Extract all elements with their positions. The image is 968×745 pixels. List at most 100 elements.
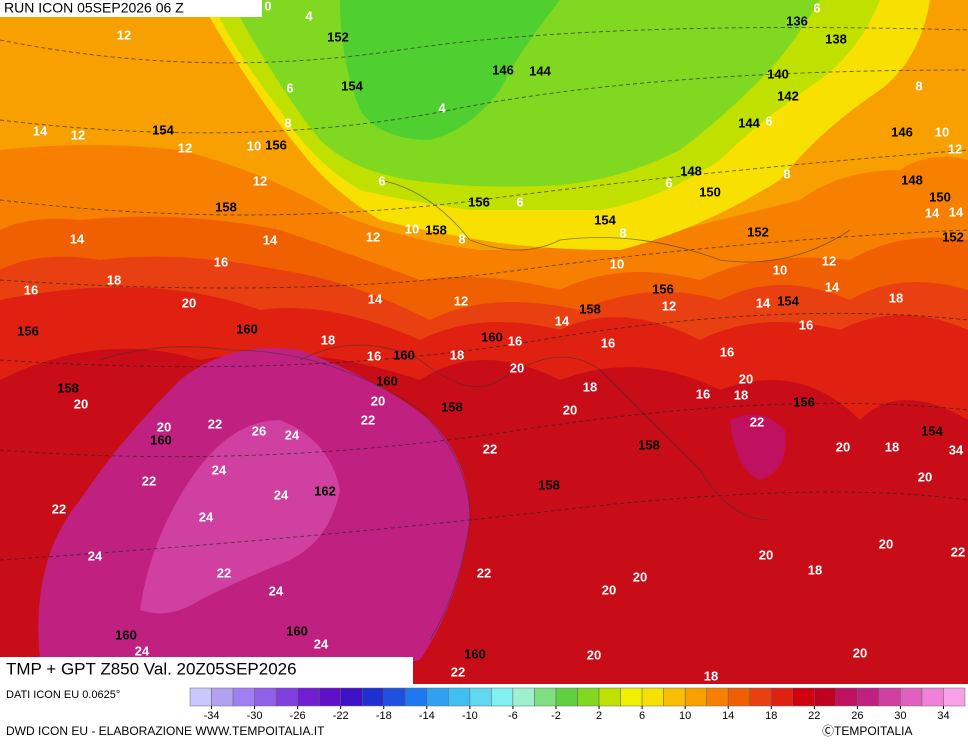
temperature-label: 14	[555, 313, 570, 328]
border	[379, 179, 851, 263]
colorbar: -34 -30 -26 -22 -18 -14 -10 -6 -2 2 6 10 14 18 22 26 30 3…	[189, 687, 966, 722]
temperature-label: 18	[583, 379, 597, 394]
temperature-label: 10	[405, 221, 419, 236]
geopotential-label: 144	[529, 63, 551, 78]
geopotential-label: 154	[777, 293, 799, 308]
temperature-label: 18	[450, 347, 464, 362]
temperature-label: 22	[208, 416, 222, 431]
temperature-label: 16	[508, 333, 522, 348]
colorbar-tick-label: 14	[722, 710, 734, 722]
temperature-label: 4	[438, 100, 446, 115]
temperature-label: 22	[52, 501, 66, 516]
temperature-label: 16	[696, 386, 710, 401]
temperature-label: 6	[286, 80, 293, 95]
geopotential-label: 160	[464, 646, 486, 661]
temperature-label: 6	[765, 113, 772, 128]
geopotential-label: 162	[314, 483, 336, 498]
geopotential-label: 158	[215, 199, 237, 214]
temperature-label: 18	[321, 332, 335, 347]
coastline	[299, 344, 771, 521]
temperature-label: 12	[178, 140, 192, 155]
geopotential-label: 152	[942, 229, 964, 244]
colorbar-tick-label: 10	[679, 710, 691, 722]
geopotential-label: 156	[652, 281, 674, 296]
geopotential-label: 158	[57, 380, 79, 395]
temperature-label: 12	[822, 253, 836, 268]
temp-zone	[730, 414, 786, 480]
temperature-label: 6	[813, 0, 820, 15]
temperature-label: 24	[199, 509, 214, 524]
colorbar-tick-label: -2	[551, 710, 561, 722]
temperature-label: 12	[454, 293, 468, 308]
colorbar-tick-label: 18	[765, 710, 777, 722]
colorbar-swatch	[878, 687, 901, 707]
temperature-label: 16	[601, 335, 615, 350]
credit: DWD ICON EU - ELABORAZIONE WWW.TEMPOITAL…	[6, 724, 325, 738]
temperature-label: 20	[602, 582, 616, 597]
temperature-label: 14	[263, 232, 278, 247]
colorbar-tick-label: 22	[808, 710, 820, 722]
temperature-label: 14	[33, 123, 48, 138]
colorbar-swatch	[426, 687, 449, 707]
geopotential-label: 156	[265, 137, 287, 152]
isohypse	[0, 402, 968, 458]
isohypse	[0, 491, 968, 561]
colorbar-swatch	[706, 687, 729, 707]
temperature-label: 24	[269, 583, 284, 598]
colorbar-swatch	[232, 687, 255, 707]
colorbar-tick-label: -30	[247, 710, 263, 722]
temperature-label: 10	[935, 124, 949, 139]
run-label: RUN ICON 05SEP2026 06 Z	[4, 0, 184, 16]
temperature-label: 18	[808, 562, 822, 577]
temperature-label: 12	[117, 27, 131, 42]
coastline	[99, 346, 471, 641]
colorbar-swatch	[835, 687, 858, 707]
temperature-label: 26	[252, 423, 266, 438]
colorbar-swatch	[491, 687, 514, 707]
temperature-label: 20	[157, 419, 171, 434]
temperature-label: 14	[949, 204, 964, 219]
colorbar-tick-label: 34	[937, 710, 949, 722]
temperature-label: 22	[142, 473, 156, 488]
temperature-label: 12	[253, 173, 267, 188]
temperature-label: 22	[951, 544, 965, 559]
temperature-label: 10	[773, 262, 787, 277]
temperature-label: 20	[836, 439, 850, 454]
temperature-label: 24	[212, 462, 227, 477]
isohypse	[0, 229, 968, 289]
colorbar-swatch	[641, 687, 664, 707]
colorbar-tick-label: -14	[419, 710, 435, 722]
isohypse	[0, 27, 968, 64]
geopotential-label: 150	[929, 189, 951, 204]
isohypse	[0, 149, 968, 216]
geopotential-label: 160	[236, 321, 258, 336]
geopotential-label: 158	[425, 222, 447, 237]
temperature-label: 12	[366, 229, 380, 244]
geopotential-label: 160	[481, 329, 503, 344]
temperature-label: 12	[71, 127, 85, 142]
colorbar-tick-label: -22	[333, 710, 349, 722]
isohypse	[0, 69, 968, 134]
temperature-label: 24	[88, 548, 103, 563]
temperature-label: 0	[264, 0, 271, 13]
temperature-label: 20	[879, 536, 893, 551]
temperature-label: 22	[483, 441, 497, 456]
temperature-label: 22	[477, 565, 491, 580]
temperature-label: 4	[305, 8, 313, 23]
temperature-label: 22	[750, 414, 764, 429]
temperature-label: 20	[74, 396, 88, 411]
temperature-label: 16	[367, 348, 381, 363]
colorbar-swatch	[663, 687, 686, 707]
colorbar-swatch	[921, 687, 944, 707]
temperature-label: 20	[563, 402, 577, 417]
colorbar-swatch	[534, 687, 557, 707]
colorbar-swatch	[448, 687, 471, 707]
temperature-label: 24	[285, 427, 300, 442]
colorbar-tick-label: 2	[596, 710, 602, 722]
temperature-label: 10	[610, 256, 624, 271]
temperature-label: 20	[510, 360, 524, 375]
temperature-label: 20	[739, 371, 753, 386]
geopotential-label: 144	[738, 115, 760, 130]
temperature-label: 12	[948, 141, 962, 156]
